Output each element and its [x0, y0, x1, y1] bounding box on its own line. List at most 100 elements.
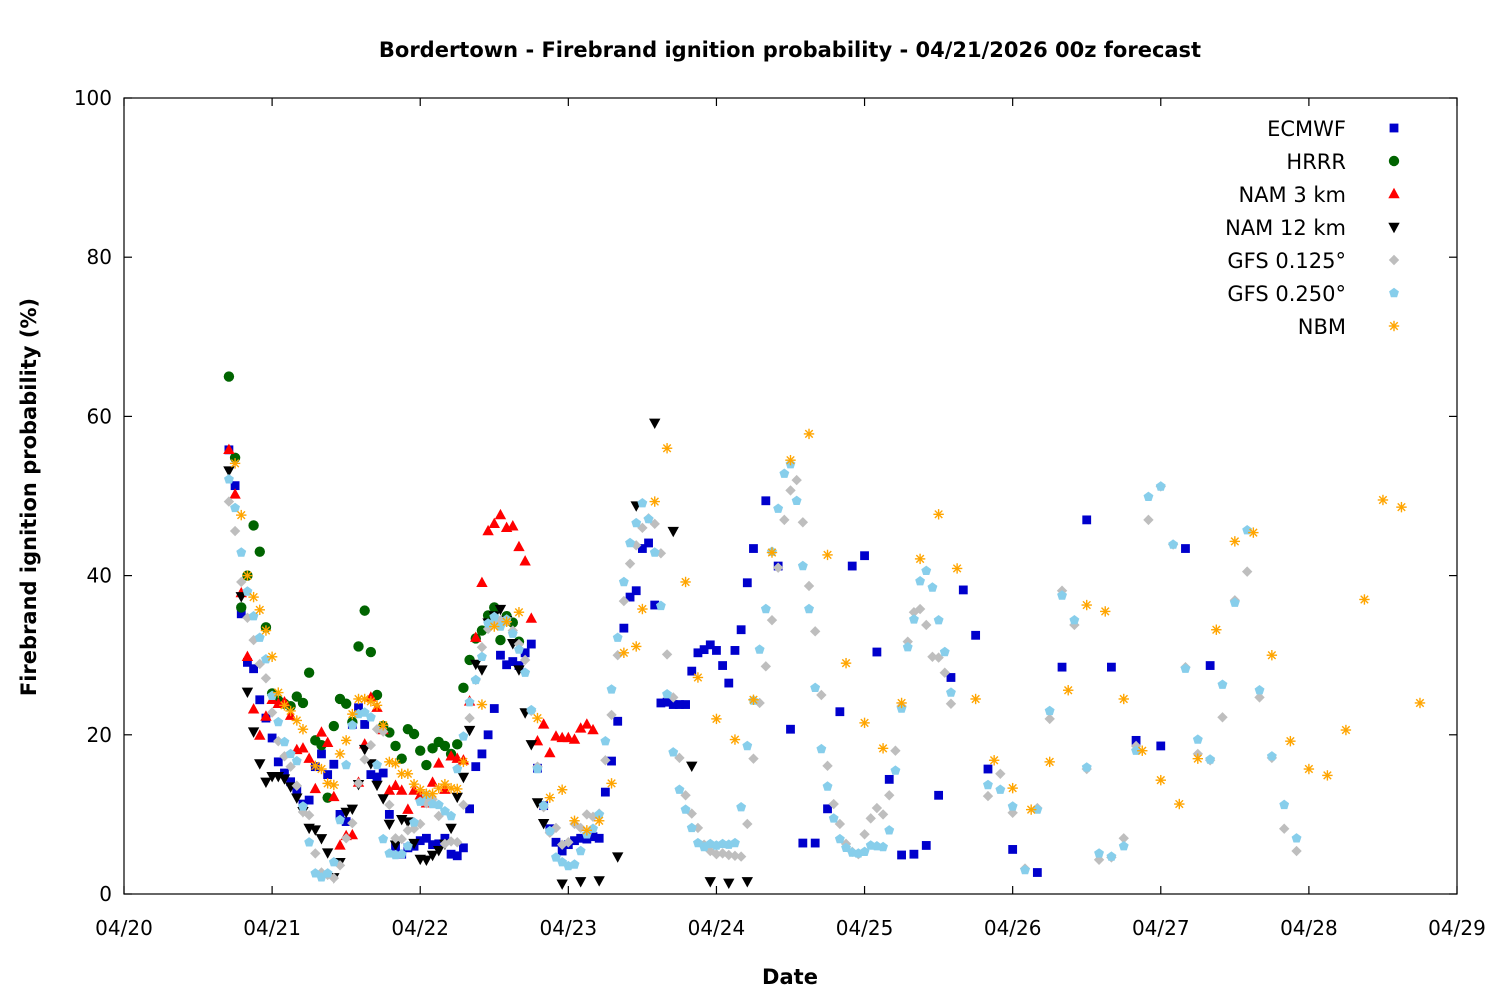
- data-point: [390, 740, 401, 752]
- data-point: [742, 740, 753, 751]
- data-point: [834, 833, 845, 844]
- data-point: [958, 585, 968, 595]
- data-point: [735, 851, 747, 862]
- data-point: [951, 563, 963, 574]
- data-point: [1081, 762, 1092, 772]
- data-point: [890, 745, 901, 756]
- data-point: [260, 625, 272, 636]
- data-point: [421, 833, 431, 843]
- data-point: [1044, 756, 1055, 768]
- legend-label: GFS 0.250°: [1227, 282, 1346, 306]
- data-point: [309, 825, 322, 836]
- data-point: [835, 707, 845, 717]
- data-point: [248, 520, 259, 531]
- data-point: [347, 817, 358, 829]
- data-point: [464, 697, 475, 707]
- data-point: [279, 736, 290, 747]
- legend-marker: [1388, 254, 1400, 266]
- data-point: [1069, 619, 1080, 631]
- data-point: [1192, 734, 1203, 744]
- data-point: [600, 736, 611, 746]
- data-point: [372, 759, 382, 770]
- data-point: [223, 443, 235, 455]
- data-point: [791, 495, 802, 505]
- data-point: [569, 815, 580, 826]
- data-point: [587, 811, 599, 822]
- data-point: [556, 784, 568, 795]
- data-point: [353, 778, 364, 789]
- data-point: [668, 747, 679, 757]
- data-point: [383, 819, 396, 831]
- data-point: [340, 735, 352, 746]
- data-point: [513, 607, 525, 618]
- data-point: [526, 704, 537, 715]
- data-point: [988, 755, 1000, 766]
- data-point: [574, 877, 587, 888]
- data-point: [551, 837, 561, 847]
- data-point: [458, 731, 469, 741]
- data-point: [921, 619, 932, 631]
- data-point: [236, 547, 247, 557]
- data-point: [600, 787, 610, 797]
- data-point: [736, 802, 747, 812]
- data-point: [1396, 501, 1407, 513]
- data-point: [822, 781, 833, 791]
- data-point: [396, 784, 408, 795]
- data-point: [970, 693, 981, 705]
- data-point: [335, 814, 345, 825]
- data-point: [340, 833, 352, 844]
- data-point: [1414, 697, 1426, 709]
- data-point: [526, 639, 536, 649]
- data-point: [445, 823, 457, 835]
- data-point: [914, 603, 926, 615]
- data-point: [631, 586, 641, 596]
- legend-marker: [1388, 155, 1400, 167]
- data-point: [1044, 713, 1055, 725]
- data-point: [816, 743, 827, 754]
- data-point: [334, 748, 346, 760]
- data-point: [581, 718, 593, 729]
- data-point: [772, 562, 784, 573]
- data-point: [347, 720, 358, 730]
- data-point: [291, 780, 302, 791]
- data-point: [1025, 804, 1037, 815]
- data-point: [557, 846, 567, 856]
- data-point: [1155, 481, 1166, 491]
- data-point: [1069, 615, 1080, 625]
- data-point: [1192, 753, 1204, 764]
- data-point: [686, 822, 697, 833]
- data-point: [1094, 848, 1104, 858]
- data-point: [872, 647, 882, 657]
- data-point: [718, 661, 728, 670]
- data-point: [587, 723, 599, 735]
- data-point: [576, 833, 586, 843]
- data-point: [340, 807, 352, 819]
- data-point: [359, 605, 370, 616]
- data-point: [649, 418, 661, 429]
- data-point: [266, 707, 278, 718]
- data-point: [582, 834, 592, 844]
- data-point: [383, 784, 396, 795]
- data-point: [365, 646, 377, 658]
- data-point: [1205, 754, 1216, 764]
- data-point: [995, 784, 1006, 794]
- data-point: [297, 742, 309, 753]
- data-point: [606, 709, 617, 721]
- data-point: [810, 682, 821, 692]
- data-point: [773, 503, 784, 513]
- data-point: [507, 520, 519, 531]
- data-point: [323, 770, 333, 779]
- data-point: [260, 710, 272, 721]
- data-point: [303, 667, 315, 678]
- data-point: [477, 749, 487, 759]
- data-point: [525, 612, 538, 623]
- data-point: [760, 661, 772, 672]
- data-point: [365, 712, 376, 722]
- data-point: [594, 809, 605, 819]
- data-point: [607, 756, 616, 766]
- data-point: [371, 700, 383, 711]
- data-point: [1279, 823, 1290, 834]
- data-point: [1137, 745, 1148, 756]
- data-point: [687, 666, 697, 676]
- data-point: [415, 745, 426, 756]
